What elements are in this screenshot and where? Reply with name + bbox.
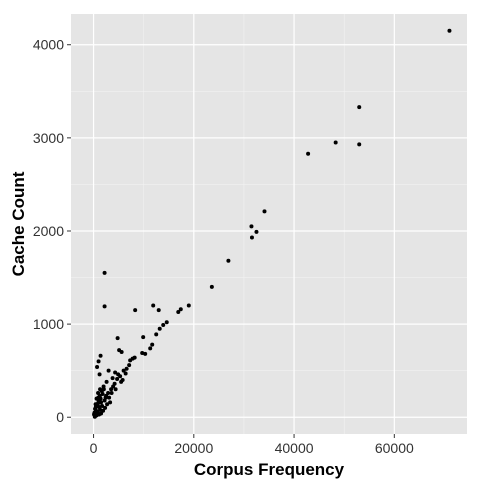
data-point [115, 377, 120, 382]
data-point [106, 391, 111, 396]
data-point [209, 284, 214, 289]
x-tick-label: 20000 [174, 440, 213, 456]
data-point [128, 358, 133, 363]
data-point [226, 258, 231, 263]
data-point [176, 310, 181, 315]
y-tick-label: 3000 [33, 130, 64, 146]
data-point [98, 396, 103, 401]
data-point [113, 387, 118, 392]
data-point [95, 364, 100, 369]
x-axis-ticks: 0 20000 40000 60000 [90, 434, 414, 456]
data-point [98, 353, 103, 358]
data-point [357, 105, 362, 110]
data-point [118, 374, 123, 379]
data-point [121, 368, 126, 373]
data-point [249, 235, 254, 240]
y-tick-label: 2000 [33, 223, 64, 239]
data-point [262, 209, 267, 214]
x-tick-label: 40000 [275, 440, 314, 456]
data-point [127, 363, 132, 368]
data-point [123, 371, 128, 376]
data-point [96, 401, 101, 406]
data-point [102, 304, 107, 309]
data-point [110, 376, 115, 381]
data-point [97, 372, 102, 377]
data-point [124, 366, 129, 371]
data-point [161, 323, 166, 328]
x-tick-label: 0 [90, 440, 98, 456]
data-point [143, 351, 148, 356]
y-tick-label: 4000 [33, 37, 64, 53]
y-axis-title: Cache Count [9, 171, 28, 276]
data-point [164, 320, 169, 325]
grid-major [71, 14, 467, 434]
data-point [119, 379, 124, 384]
data-point [102, 270, 107, 275]
data-point [140, 350, 145, 355]
data-point [186, 303, 191, 308]
data-point [254, 229, 259, 234]
data-point [133, 308, 138, 313]
data-point [96, 359, 101, 364]
data-point [119, 350, 124, 355]
data-point [249, 224, 254, 229]
data-point [104, 379, 109, 384]
data-point [107, 395, 112, 400]
data-point [157, 326, 162, 331]
data-point [98, 407, 103, 412]
data-point [306, 151, 311, 156]
data-point [447, 28, 452, 33]
data-point [154, 332, 159, 337]
x-axis-title: Corpus Frequency [194, 460, 345, 479]
data-points [92, 28, 452, 419]
data-point [109, 387, 114, 392]
data-point [103, 405, 108, 410]
x-tick-label: 60000 [375, 440, 414, 456]
data-point [93, 404, 98, 409]
plot-panel [71, 14, 467, 434]
data-point [105, 402, 110, 407]
data-point [113, 370, 118, 375]
data-point [103, 395, 108, 400]
grid-minor [71, 14, 467, 434]
data-point [100, 404, 105, 409]
data-point [132, 355, 137, 360]
data-point [92, 414, 97, 419]
data-point [148, 346, 153, 351]
data-point [156, 308, 161, 313]
data-point [357, 142, 362, 147]
data-point [99, 400, 104, 405]
data-point [333, 140, 338, 145]
data-point [101, 408, 106, 413]
data-point [115, 336, 120, 341]
data-point [141, 335, 146, 340]
y-axis-ticks: 0 1000 2000 3000 4000 [33, 37, 71, 425]
data-point [109, 391, 114, 396]
data-point [178, 307, 183, 312]
data-point [108, 400, 113, 405]
data-point [101, 387, 106, 392]
data-point [150, 342, 155, 347]
y-tick-label: 0 [56, 409, 64, 425]
data-point [92, 411, 97, 416]
data-point [106, 368, 111, 373]
data-point [151, 303, 156, 308]
y-tick-label: 1000 [33, 316, 64, 332]
data-point [111, 384, 116, 389]
